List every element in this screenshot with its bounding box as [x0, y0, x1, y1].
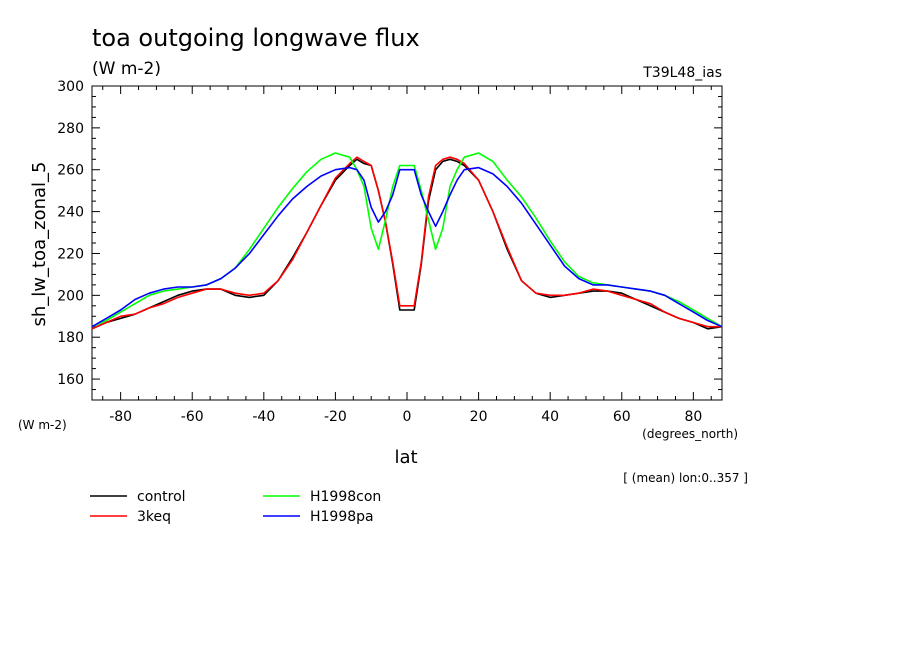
y-tick-label: 280 [57, 121, 84, 137]
x-tick-label: 60 [613, 409, 631, 425]
y-tick-label: 180 [57, 330, 84, 346]
legend-label: 3keq [137, 509, 171, 525]
legend: control 3keq H1998con H1998pa [90, 489, 381, 525]
averaging-note: [ (mean) lon:0..357 ] [623, 471, 748, 485]
series-line-control [91, 158, 723, 330]
x-tick-label: -40 [252, 409, 275, 425]
series-line-h1998con [91, 152, 723, 328]
y-tick-label: 160 [57, 372, 84, 388]
plot-area: 160 180 200 220 240 260 280 300 -80 -60 -40 -20 0 20 4… [57, 79, 723, 425]
series-line-3keq [91, 156, 722, 330]
chart-units: (W m-2) [92, 59, 161, 79]
chart-title: toa outgoing longwave flux [92, 24, 420, 52]
y-tick-label: 300 [57, 79, 84, 95]
x-tick-label: 40 [541, 409, 559, 425]
x-tick-label: 20 [470, 409, 488, 425]
plot-frame [91, 85, 723, 401]
y-tick-label: 200 [57, 288, 84, 304]
y-axis-units: (W m-2) [18, 418, 67, 432]
y-tick-label: 260 [57, 163, 84, 179]
x-tick-label: -20 [324, 409, 347, 425]
x-axis-label: lat [394, 447, 417, 468]
y-axis-label: sh_lw_toa_zonal_5 [29, 162, 50, 327]
legend-label: H1998pa [310, 509, 374, 525]
y-tick-label: 240 [57, 205, 84, 221]
x-tick-label: 0 [403, 409, 412, 425]
legend-label: control [137, 489, 186, 505]
run-label: T39L48_ias [642, 65, 722, 81]
x-tick-label: -60 [181, 409, 204, 425]
x-tick-label: -80 [109, 409, 132, 425]
x-axis-units: (degrees_north) [642, 427, 738, 441]
series-line-h1998pa [91, 166, 723, 328]
y-tick-label: 220 [57, 246, 84, 262]
x-tick-label: 80 [684, 409, 702, 425]
legend-label: H1998con [310, 489, 381, 505]
